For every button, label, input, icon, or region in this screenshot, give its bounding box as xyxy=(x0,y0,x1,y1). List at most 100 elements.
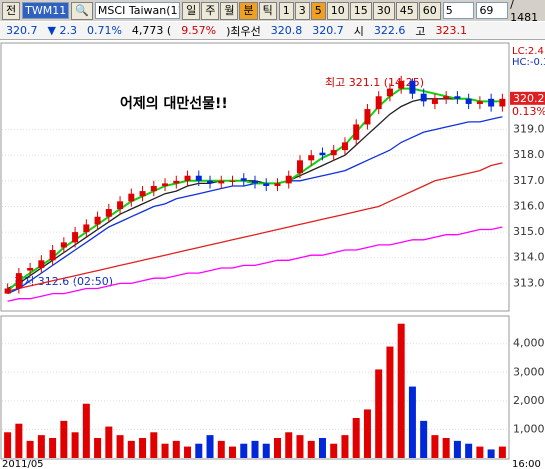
moving-average xyxy=(7,162,503,292)
high: 323.1 xyxy=(435,24,468,37)
volume-bar xyxy=(240,443,248,458)
candle-body xyxy=(218,180,225,184)
low-note: 최저 312.6 (02:50) xyxy=(14,275,113,288)
candle-body xyxy=(60,242,67,248)
candle-body xyxy=(27,267,34,271)
candle-body xyxy=(105,209,112,217)
x-tick-label: 2011/05 xyxy=(2,459,44,469)
price: 320.7 xyxy=(6,24,38,37)
candle-body xyxy=(195,175,202,181)
candle-body xyxy=(308,155,315,161)
candle-body xyxy=(398,80,405,89)
toolbar-button[interactable]: 30 xyxy=(372,1,395,20)
y-tick-label: 317.0 xyxy=(513,174,545,187)
toolbar-button[interactable]: 45 xyxy=(395,1,418,20)
toolbar-button[interactable]: 1 xyxy=(278,1,294,20)
toolbar-button[interactable]: 틱 xyxy=(258,1,277,20)
toolbar-button[interactable]: 3 xyxy=(294,1,310,20)
toolbar-button[interactable]: 주 xyxy=(201,1,220,20)
mode-button[interactable]: 전 xyxy=(2,1,21,20)
candle-body xyxy=(252,180,258,184)
volume-bar xyxy=(465,443,473,458)
candle-body xyxy=(94,216,101,225)
candle-body xyxy=(364,109,371,125)
current-price-box xyxy=(510,91,545,105)
y-tick-label: 1,000 xyxy=(513,422,545,435)
candle-body xyxy=(386,88,393,97)
candle-body xyxy=(72,232,79,243)
volume: 4,773 ( xyxy=(131,24,172,37)
candle-body xyxy=(488,98,495,107)
volume-bar xyxy=(71,432,79,458)
y-tick-label: 319.0 xyxy=(513,123,545,136)
toolbar-button[interactable]: 15 xyxy=(349,1,372,20)
candle-body xyxy=(173,180,180,184)
annotation: 어제의 대만선물!! xyxy=(120,95,228,112)
volume-bar xyxy=(139,438,147,458)
volume-bar xyxy=(4,432,12,458)
volume-bar xyxy=(105,426,113,458)
toolbar-button[interactable]: 월 xyxy=(220,1,239,20)
volume-bar xyxy=(408,386,416,458)
candle-body xyxy=(4,288,11,294)
current-price: 320.2 xyxy=(513,92,545,105)
position-input[interactable]: 69 xyxy=(476,2,509,19)
y-tick-label: 3,000 xyxy=(513,365,545,378)
volume-bar xyxy=(487,449,495,458)
candle-body xyxy=(49,250,56,261)
bid: 320.7 xyxy=(312,24,344,37)
candle-body xyxy=(117,201,124,210)
volume-bar xyxy=(442,438,450,458)
candle-body xyxy=(274,183,281,186)
toolbar-button[interactable]: 5 xyxy=(310,1,326,20)
toolbar-button[interactable]: 10 xyxy=(326,1,349,20)
volume-bar xyxy=(251,440,259,458)
candle-body xyxy=(454,96,461,99)
volume-bar xyxy=(184,446,192,458)
volume-bar xyxy=(229,446,237,458)
code-input[interactable]: TWM11 xyxy=(22,2,70,19)
candle-body xyxy=(476,101,483,104)
candle-body xyxy=(162,183,169,186)
candle-body xyxy=(150,185,157,192)
toolbar-button[interactable]: 일 xyxy=(182,1,201,20)
volume-bar xyxy=(161,443,169,458)
volume-bar xyxy=(397,323,405,458)
volume-bar xyxy=(172,440,180,458)
volume-bar xyxy=(116,435,124,458)
candle-body xyxy=(330,150,337,156)
volume-bar xyxy=(296,435,304,458)
candle-body xyxy=(83,224,90,233)
candle-body xyxy=(499,98,506,107)
open: 322.6 xyxy=(373,24,406,37)
toolbar-button[interactable]: 60 xyxy=(418,1,441,20)
volume-bar xyxy=(307,440,315,458)
candle-body xyxy=(139,191,146,197)
volume-bar xyxy=(285,432,293,458)
volume-pct: 9.57% xyxy=(181,24,217,37)
volume-bar xyxy=(60,420,68,458)
volume-bar xyxy=(363,409,371,458)
candle-body xyxy=(375,96,382,110)
moving-average xyxy=(7,226,503,302)
volume-bar xyxy=(352,418,360,458)
volume-bar xyxy=(150,432,158,458)
y-tick-label: 316.0 xyxy=(513,199,545,212)
count-select[interactable]: 5 xyxy=(442,2,475,19)
search-button[interactable]: 🔍 xyxy=(71,1,93,20)
volume-bar xyxy=(49,438,57,458)
candle-body xyxy=(431,98,438,104)
volume-bar xyxy=(453,440,461,458)
candle-body xyxy=(128,193,135,202)
toolbar-button[interactable]: 분 xyxy=(239,1,258,20)
high-note: 최고 321.1 (14:25) xyxy=(325,76,424,89)
volume-bar xyxy=(195,443,203,458)
volume-bar xyxy=(217,440,225,458)
ask: 320.8 xyxy=(270,24,303,37)
volume-bar xyxy=(330,443,338,458)
volume-bar xyxy=(498,446,506,458)
name-field: MSCI Taiwan(11.06 xyxy=(94,2,181,19)
y-tick-label: 2,000 xyxy=(513,394,545,407)
volume-bar xyxy=(318,438,326,458)
